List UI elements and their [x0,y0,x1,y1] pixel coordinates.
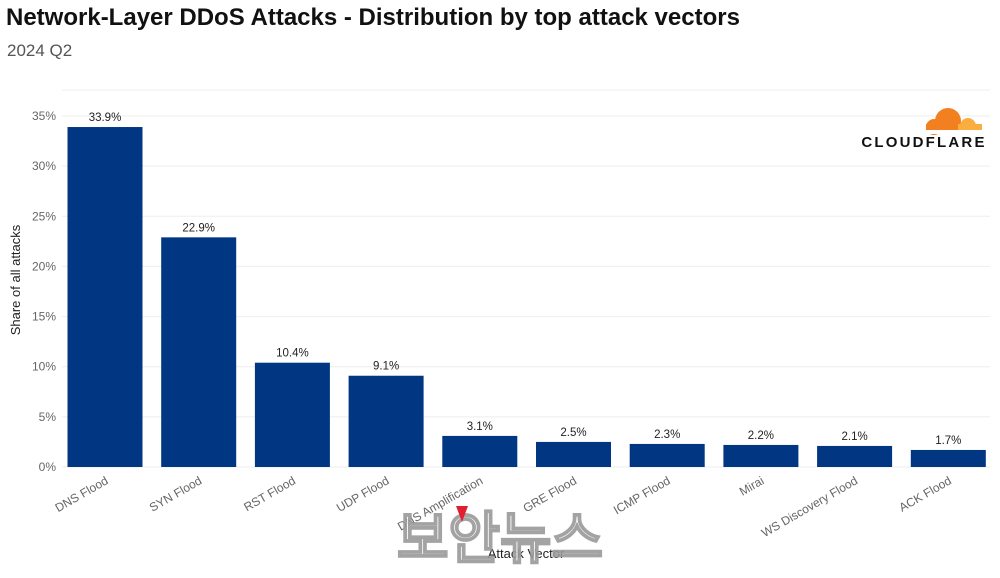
bar-rst-flood [254,362,330,467]
data-labels: 33.9% 22.9% 10.4% 9.1% 3.1% 2.5% 2.3% 2.2% 2.1% 1… [89,112,962,447]
bar-gre-flood [536,441,611,467]
cloudflare-logo: CLOUDFLARE [861,108,986,151]
bar-syn-flood [161,237,237,467]
x-tick-label: SYN Flood [147,473,204,514]
chart-subtitle: 2024 Q2 [7,41,73,60]
data-label: 1.7% [935,435,961,447]
y-tick-label: 35% [32,109,56,123]
watermark: 보안뉴스 [396,506,604,573]
bar-dns-amplification [442,435,518,467]
y-tick-label: 10% [32,360,56,374]
x-tick-label: Mirai [737,473,767,498]
data-label: 9.1% [373,361,399,373]
bar-icmp-flood [629,443,705,467]
x-tick-label: ICMP Flood [611,473,673,517]
data-label: 2.3% [654,429,680,441]
x-axis-title: Attack Vector [488,546,565,561]
data-label: 33.9% [89,112,122,124]
y-axis-ticks: 0% 5% 10% 15% 20% 25% 30% 35% [32,109,56,474]
y-tick-label: 30% [32,159,56,173]
watermark-text: 보안뉴스 [397,507,603,572]
bars [67,127,986,467]
x-tick-label: ACK Flood [897,473,954,514]
cloud-icon [924,108,984,135]
bar-udp-flood [348,375,424,467]
data-label: 22.9% [182,222,215,234]
y-tick-label: 20% [32,259,56,273]
data-label: 2.2% [748,430,774,442]
cloudflare-wordmark: CLOUDFLARE [861,134,986,151]
y-tick-label: 5% [39,410,57,424]
x-tick-label: UDP Flood [334,473,392,514]
chart-title: Network-Layer DDoS Attacks - Distributio… [6,4,740,31]
y-tick-label: 25% [32,209,56,223]
bar-ws-discovery-flood [817,445,893,467]
x-tick-label: WS Discovery Flood [759,473,860,539]
data-label: 3.1% [467,421,493,433]
y-tick-label: 0% [39,460,57,474]
y-axis-title: Share of all attacks [8,224,23,335]
bar-dns-flood [67,127,143,467]
data-label: 10.4% [276,348,309,360]
data-label: 2.1% [841,431,867,443]
bar-mirai [723,444,799,467]
x-tick-label: RST Flood [241,473,297,514]
bar-ack-flood [910,449,986,467]
y-tick-label: 15% [32,310,56,324]
pin-icon [456,506,468,522]
data-label: 2.5% [560,427,586,439]
x-tick-label: DNS Flood [53,473,111,514]
